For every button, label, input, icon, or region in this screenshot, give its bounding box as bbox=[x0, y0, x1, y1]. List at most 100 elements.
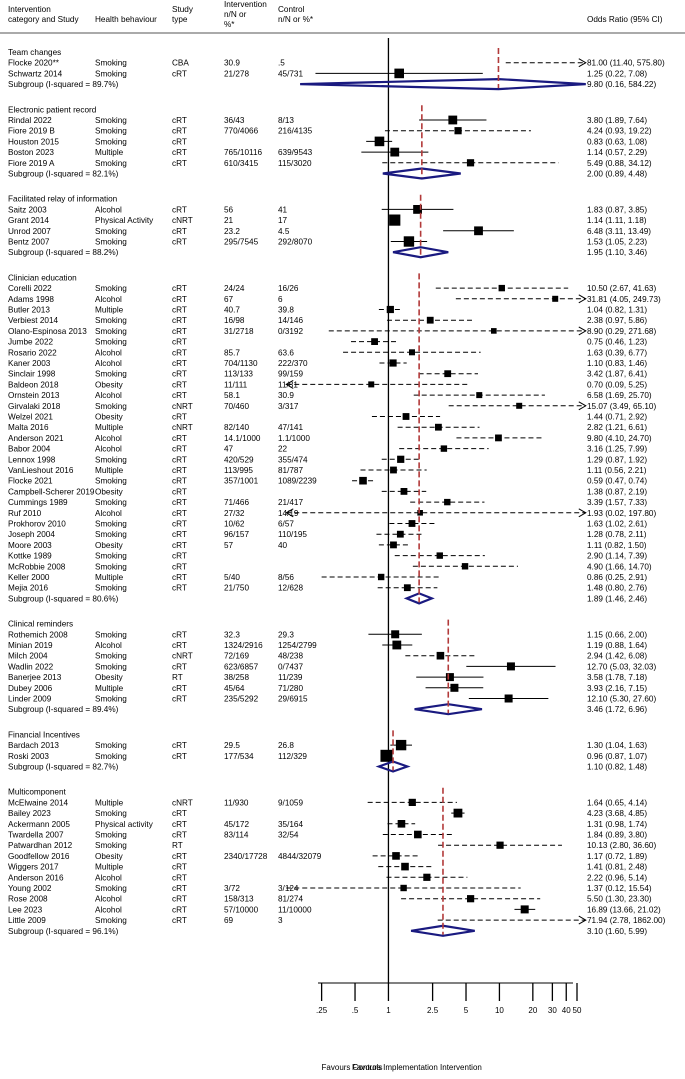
study-3-21-intervention: 27/32 bbox=[224, 509, 245, 518]
study-3-23-behaviour: Smoking bbox=[95, 530, 127, 539]
study-3-15-control: 22 bbox=[278, 445, 288, 454]
header-intervention-line2: n/N or bbox=[224, 10, 247, 19]
study-5-0-odds-ratio: 1.30 (1.04, 1.63) bbox=[587, 741, 647, 750]
study-6-9-name: Rose 2008 bbox=[8, 895, 48, 904]
study-3-26-marker bbox=[461, 563, 469, 570]
study-0-0-control: .5 bbox=[278, 59, 285, 68]
study-1-4-marker bbox=[466, 159, 475, 167]
study-3-16-marker bbox=[397, 455, 405, 463]
group-label-4: Clinical reminders bbox=[8, 620, 73, 629]
study-6-2-marker bbox=[397, 820, 406, 828]
study-3-11-name: Girvalaki 2018 bbox=[8, 402, 61, 411]
x-tick-label: .25 bbox=[316, 1006, 328, 1015]
study-3-3-odds-ratio: 2.38 (0.97, 5.86) bbox=[587, 316, 647, 325]
study-3-0-intervention: 24/24 bbox=[224, 284, 245, 293]
study-2-3-behaviour: Smoking bbox=[95, 238, 127, 247]
study-3-11-behaviour: Smoking bbox=[95, 402, 127, 411]
study-3-17-behaviour: Multiple bbox=[95, 466, 124, 475]
study-1-3-marker bbox=[390, 147, 400, 157]
study-2-0-marker bbox=[413, 205, 422, 214]
study-5-1-intervention: 177/534 bbox=[224, 752, 254, 761]
subgroup-2-label: Subgroup (I-squared = 88.2%) bbox=[8, 248, 119, 257]
study-4-2-name: Milch 2004 bbox=[8, 652, 48, 661]
subgroup-4-label: Subgroup (I-squared = 89.4%) bbox=[8, 705, 119, 714]
subgroup-6-odds-ratio: 3.10 (1.60, 5.99) bbox=[587, 927, 647, 936]
study-6-1-marker bbox=[453, 808, 463, 818]
study-3-11-arrow-right bbox=[578, 401, 587, 411]
study-1-4-name: Fiore 2019 A bbox=[8, 159, 55, 168]
subgroup-2-diamond bbox=[392, 246, 449, 259]
study-4-5-type: cRT bbox=[172, 684, 187, 693]
study-3-23-control: 110/195 bbox=[278, 530, 307, 539]
subgroup-0-label: Subgroup (I-squared = 89.7%) bbox=[8, 80, 119, 89]
study-3-21-type: cRT bbox=[172, 509, 187, 518]
study-2-1-name: Grant 2014 bbox=[8, 216, 49, 225]
group-label-0: Team changes bbox=[8, 48, 61, 57]
study-4-1-type: cRT bbox=[172, 641, 187, 650]
study-4-4-behaviour: Obesity bbox=[95, 673, 124, 682]
study-3-3-intervention: 16/98 bbox=[224, 316, 245, 325]
study-3-2-odds-ratio: 1.04 (0.82, 1.31) bbox=[587, 306, 647, 315]
study-6-5-marker bbox=[392, 852, 400, 860]
study-2-3-marker bbox=[403, 236, 415, 247]
study-1-0-name: Rindal 2022 bbox=[8, 116, 52, 125]
subgroup-5-diamond bbox=[375, 760, 411, 773]
study-4-4-control: 11/239 bbox=[278, 673, 303, 682]
study-6-5-behaviour: Obesity bbox=[95, 852, 124, 861]
study-2-2-name: Unrod 2007 bbox=[8, 227, 51, 236]
study-3-25-behaviour: Smoking bbox=[95, 552, 127, 561]
study-2-3-odds-ratio: 1.53 (1.05, 2.23) bbox=[587, 238, 647, 247]
study-6-4-odds-ratio: 10.13 (2.80, 36.60) bbox=[587, 841, 656, 850]
study-5-0-intervention: 29.5 bbox=[224, 741, 240, 750]
study-6-0-control: 9/1059 bbox=[278, 798, 303, 807]
study-6-5-control: 4844/32079 bbox=[278, 852, 322, 861]
study-3-17-control: 81/787 bbox=[278, 466, 303, 475]
study-3-6-intervention: 85.7 bbox=[224, 348, 240, 357]
x-tick-label: 2.5 bbox=[427, 1006, 439, 1015]
study-2-0-type: cRT bbox=[172, 205, 187, 214]
study-1-2-odds-ratio: 0.83 (0.63, 1.08) bbox=[587, 137, 647, 146]
study-3-27-odds-ratio: 0.86 (0.25, 2.91) bbox=[587, 573, 647, 582]
study-6-9-intervention: 158/313 bbox=[224, 895, 254, 904]
study-3-9-intervention: 11/111 bbox=[224, 380, 248, 389]
study-6-7-type: cRT bbox=[172, 873, 187, 882]
study-6-5-intervention: 2340/17728 bbox=[224, 852, 268, 861]
study-0-0-name: Flocke 2020** bbox=[8, 59, 60, 68]
study-3-19-behaviour: Obesity bbox=[95, 487, 124, 496]
study-4-2-intervention: 72/169 bbox=[224, 652, 249, 661]
study-3-23-name: Joseph 2004 bbox=[8, 530, 55, 539]
study-4-2-control: 48/238 bbox=[278, 652, 303, 661]
study-4-5-marker bbox=[450, 683, 459, 692]
study-4-6-odds-ratio: 12.10 (5.30, 27.60) bbox=[587, 695, 656, 704]
header-control-line2: n/N or %* bbox=[278, 15, 314, 24]
study-3-12-behaviour: Obesity bbox=[95, 413, 124, 422]
subgroup-2-odds-ratio: 1.95 (1.10, 3.46) bbox=[587, 248, 647, 257]
study-6-3-name: Twardella 2007 bbox=[8, 831, 64, 840]
study-3-13-control: 47/141 bbox=[278, 423, 303, 432]
study-4-4-odds-ratio: 3.58 (1.78, 7.18) bbox=[587, 673, 647, 682]
study-3-23-type: cRT bbox=[172, 530, 187, 539]
study-6-9-type: cRT bbox=[172, 895, 187, 904]
study-3-28-name: Mejia 2016 bbox=[8, 584, 49, 593]
study-4-2-marker bbox=[436, 651, 445, 660]
study-3-13-odds-ratio: 2.82 (1.21, 6.61) bbox=[587, 423, 647, 432]
study-3-25-marker bbox=[436, 552, 443, 559]
study-3-3-marker bbox=[426, 316, 434, 324]
study-3-22-type: cRT bbox=[172, 520, 187, 529]
study-1-1-name: Fiore 2019 B bbox=[8, 127, 55, 136]
study-3-20-type: cRT bbox=[172, 498, 187, 507]
study-3-7-behaviour: Alcohol bbox=[95, 359, 122, 368]
study-0-1-name: Schwartz 2014 bbox=[8, 69, 63, 78]
study-0-1-behaviour: Smoking bbox=[95, 69, 127, 78]
study-6-11-behaviour: Smoking bbox=[95, 916, 127, 925]
study-3-5-type: cRT bbox=[172, 338, 187, 347]
study-2-0-name: Saitz 2003 bbox=[8, 205, 47, 214]
study-3-7-marker bbox=[389, 359, 397, 367]
study-3-14-name: Anderson 2021 bbox=[8, 434, 64, 443]
study-3-16-intervention: 420/529 bbox=[224, 455, 254, 464]
study-3-0-odds-ratio: 10.50 (2.67, 41.63) bbox=[587, 284, 656, 293]
study-4-2-type: cNRT bbox=[172, 652, 193, 661]
x-tick-label: 30 bbox=[548, 1006, 557, 1015]
study-4-0-type: cRT bbox=[172, 630, 187, 639]
